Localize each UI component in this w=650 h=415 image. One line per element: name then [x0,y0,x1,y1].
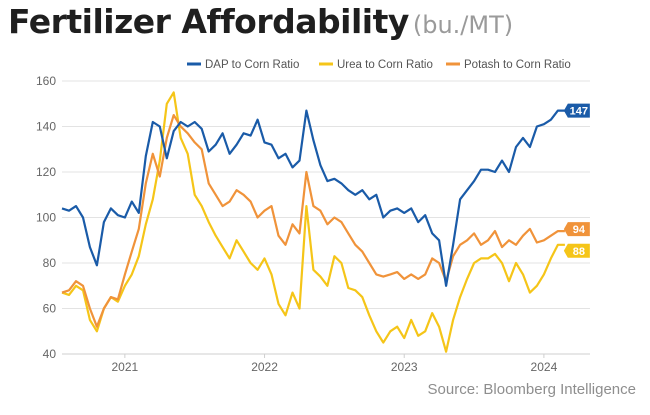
chart-subtitle: (bu./MT) [412,11,514,39]
series-line-dap-to-corn-ratio [61,109,565,287]
y-tick-label-60: 60 [43,302,57,316]
end-label-urea-to-corn-ratio: 88 [573,246,585,258]
series-line-urea-to-corn-ratio [61,91,565,353]
y-tick-label-80: 80 [43,256,57,270]
y-tick-label-140: 140 [36,120,56,134]
end-label-tag-dap-to-corn-ratio [563,103,590,118]
x-tick-label-2022: 2022 [251,360,278,374]
x-tick-label-2024: 2024 [531,360,558,374]
y-tick-label-40: 40 [43,347,57,361]
y-tick-label-120: 120 [36,165,56,179]
title-row: Fertilizer Affordability (bu./MT) [8,2,513,41]
x-tick-label-2023: 2023 [391,360,418,374]
end-label-tag-potash-to-corn-ratio [563,222,590,237]
legend-label-0: DAP to Corn Ratio [205,59,299,71]
x-tick-label-2021: 2021 [112,360,139,374]
source-note: Source: Bloomberg Intelligence [427,381,636,398]
end-label-dap-to-corn-ratio: 147 [570,106,588,118]
chart-title: Fertilizer Affordability [8,2,409,41]
y-tick-label-160: 160 [36,74,56,88]
end-label-potash-to-corn-ratio: 94 [573,224,586,236]
legend-label-1: Urea to Corn Ratio [337,59,433,71]
series-line-potash-to-corn-ratio [61,114,565,328]
y-tick-label-100: 100 [36,211,56,225]
legend-label-2: Potash to Corn Ratio [464,59,571,71]
end-label-tag-urea-to-corn-ratio [563,243,590,258]
